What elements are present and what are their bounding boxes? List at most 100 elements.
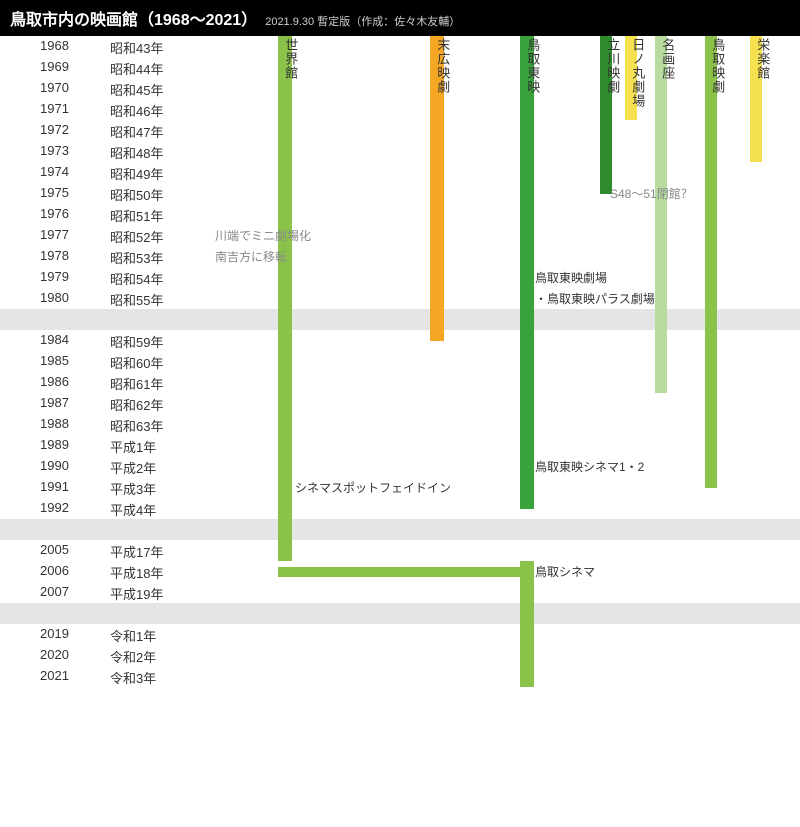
year-western: 1988 xyxy=(40,416,90,431)
year-row: 2020 令和2年 xyxy=(0,645,800,666)
column-label-sekaikan: 世界館 xyxy=(283,38,297,80)
gap-row xyxy=(0,309,800,330)
year-japanese: 平成19年 xyxy=(110,584,200,603)
year-western: 1990 xyxy=(40,458,90,473)
year-japanese: 昭和61年 xyxy=(110,374,200,393)
year-western: 2020 xyxy=(40,647,90,662)
page-subtitle: 2021.9.30 暫定版（作成：佐々木友輔） xyxy=(265,13,460,29)
year-japanese: 平成3年 xyxy=(110,479,200,498)
year-western: 1991 xyxy=(40,479,90,494)
year-japanese: 昭和44年 xyxy=(110,59,200,78)
year-western: 1986 xyxy=(40,374,90,389)
year-western: 1989 xyxy=(40,437,90,452)
annotation: 鳥取東映シネマ1・2 xyxy=(535,458,644,475)
year-japanese: 昭和46年 xyxy=(110,101,200,120)
year-japanese: 昭和62年 xyxy=(110,395,200,414)
year-western: 1985 xyxy=(40,353,90,368)
year-japanese: 昭和59年 xyxy=(110,332,200,351)
annotation: 南吉方に移転 xyxy=(215,248,287,265)
year-western: 2021 xyxy=(40,668,90,683)
timeline-bar-tottori_eigeki xyxy=(705,36,717,488)
year-japanese: 昭和54年 xyxy=(110,269,200,288)
column-label-tottori_toei: 鳥取東映 xyxy=(525,38,539,94)
column-label-tachikawa: 立川映劇 xyxy=(605,38,619,94)
year-japanese: 昭和52年 xyxy=(110,227,200,246)
gap-row xyxy=(0,603,800,624)
year-row: 1984昭和59年 xyxy=(0,330,800,351)
year-western: 2019 xyxy=(40,626,90,641)
timeline-bar-tottori_toei xyxy=(520,36,534,509)
year-japanese: 平成17年 xyxy=(110,542,200,561)
timeline-bar-tottori_toei xyxy=(520,561,534,687)
year-japanese: 昭和47年 xyxy=(110,122,200,141)
year-western: 1987 xyxy=(40,395,90,410)
year-row: 1980 昭和55年 xyxy=(0,288,800,309)
annotation: S48〜51閉館？ xyxy=(610,185,693,202)
year-japanese: 昭和60年 xyxy=(110,353,200,372)
year-japanese: 昭和45年 xyxy=(110,80,200,99)
year-western: 1977 xyxy=(40,227,90,242)
column-label-hinomaru: 日ノ丸劇場 xyxy=(630,38,644,108)
timeline-chart: 1968昭和43年1969昭和44年1970昭和45年1971昭和46年1972… xyxy=(0,36,800,687)
year-row: 1976 昭和51年 xyxy=(0,204,800,225)
annotation: 川端でミニ劇場化 xyxy=(215,227,311,244)
year-western: 1979 xyxy=(40,269,90,284)
year-western: 1968 xyxy=(40,38,90,53)
year-western: 1974 xyxy=(40,164,90,179)
year-japanese: 平成18年 xyxy=(110,563,200,582)
column-label-suehiro: 末広映劇 xyxy=(435,38,449,94)
year-row: 1970昭和45年 xyxy=(0,78,800,99)
year-row: 1992 平成4年 xyxy=(0,498,800,519)
year-row: 1977 昭和52年 xyxy=(0,225,800,246)
year-western: 2005 xyxy=(40,542,90,557)
annotation: 鳥取東映劇場 xyxy=(535,269,607,286)
year-western: 1980 xyxy=(40,290,90,305)
column-label-eirakukan: 栄楽館 xyxy=(755,38,769,80)
year-row: 1988 昭和63年 xyxy=(0,414,800,435)
year-western: 1976 xyxy=(40,206,90,221)
year-row: 1987 昭和62年 xyxy=(0,393,800,414)
timeline-bar-meigaza xyxy=(655,36,667,393)
year-row: 1986 昭和61年 xyxy=(0,372,800,393)
year-row: 2005 平成17年 xyxy=(0,540,800,561)
year-western: 2007 xyxy=(40,584,90,599)
year-japanese: 平成4年 xyxy=(110,500,200,519)
year-japanese: 昭和50年 xyxy=(110,185,200,204)
year-japanese: 令和1年 xyxy=(110,626,200,645)
year-japanese: 昭和53年 xyxy=(110,248,200,267)
column-label-tottori_eigeki: 鳥取映劇 xyxy=(710,38,724,94)
year-western: 2006 xyxy=(40,563,90,578)
year-japanese: 昭和51年 xyxy=(110,206,200,225)
header: 鳥取市内の映画館（1968〜2021） 2021.9.30 暫定版（作成：佐々木… xyxy=(0,0,800,36)
year-japanese: 昭和48年 xyxy=(110,143,200,162)
annotation: シネマスポットフェイドイン xyxy=(295,479,451,496)
year-western: 1973 xyxy=(40,143,90,158)
year-row: 1974 昭和49年 xyxy=(0,162,800,183)
year-row: 1990 平成2年 xyxy=(0,456,800,477)
year-row: 2019 令和1年 xyxy=(0,624,800,645)
year-row: 1972 昭和47年 xyxy=(0,120,800,141)
page-title: 鳥取市内の映画館（1968〜2021） xyxy=(10,6,257,30)
year-row: 1973 昭和48年 xyxy=(0,141,800,162)
year-western: 1975 xyxy=(40,185,90,200)
column-label-meigaza: 名画座 xyxy=(660,38,674,80)
year-row: 2007 平成19年 xyxy=(0,582,800,603)
year-japanese: 平成1年 xyxy=(110,437,200,456)
year-japanese: 昭和49年 xyxy=(110,164,200,183)
year-japanese: 令和3年 xyxy=(110,668,200,687)
year-western: 1992 xyxy=(40,500,90,515)
annotation: ・鳥取東映パラス劇場 xyxy=(535,290,655,307)
year-row: 1978昭和53年 xyxy=(0,246,800,267)
year-japanese: 昭和55年 xyxy=(110,290,200,309)
gap-row xyxy=(0,519,800,540)
year-row: 1979 昭和54年 xyxy=(0,267,800,288)
year-western: 1971 xyxy=(40,101,90,116)
year-western: 1972 xyxy=(40,122,90,137)
year-row: 1969昭和44年 xyxy=(0,57,800,78)
year-japanese: 令和2年 xyxy=(110,647,200,666)
annotation: 鳥取シネマ xyxy=(535,563,595,580)
year-japanese: 平成2年 xyxy=(110,458,200,477)
year-japanese: 昭和63年 xyxy=(110,416,200,435)
year-row: 1971 昭和46年 xyxy=(0,99,800,120)
year-japanese: 昭和43年 xyxy=(110,38,200,57)
